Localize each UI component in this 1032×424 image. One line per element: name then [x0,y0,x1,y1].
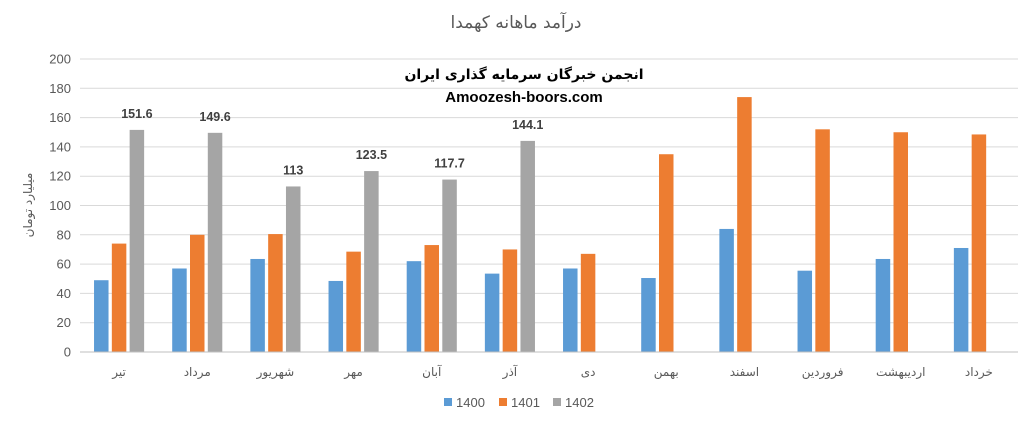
watermark-url: Amoozesh-boors.com [445,89,603,106]
legend-label-1401: 1401 [511,395,540,410]
data-label-1402: 151.6 [121,107,152,121]
x-category-label: خرداد [965,365,993,380]
bar-1400 [484,273,500,352]
y-tick-label: 20 [57,315,71,330]
bar-1400 [172,268,187,352]
data-label-1402: 149.6 [199,110,230,124]
bar-1400 [797,270,813,352]
bar-1400 [406,261,422,352]
y-tick-label: 80 [57,227,71,242]
legend: 1400 1401 1402 [444,395,594,410]
bar-1401 [580,253,596,352]
y-tick-label: 40 [57,286,71,301]
bar-1402 [364,171,379,352]
bar-1400 [94,280,109,352]
data-label-1402: 117.7 [434,157,465,171]
watermark-title: انجمن خبرگان سرمایه گذاری ایران [404,66,643,83]
x-category-label: آبان [422,364,442,379]
bar-1402 [207,132,223,352]
x-category-label: آذر [502,364,518,380]
x-category-label: دی [581,365,596,379]
x-category-label: شهریور [256,365,295,380]
bar-1401 [659,154,674,352]
y-tick-label: 100 [49,198,71,213]
y-tick-label: 180 [49,81,71,96]
bar-1400 [328,280,344,352]
y-tick-label: 0 [64,345,71,360]
bar-1401 [893,132,908,352]
data-label-1402: 123.5 [356,148,387,162]
legend-swatch-1402 [553,398,561,406]
bar-1400 [719,228,734,352]
x-category-label: فروردین [802,365,844,380]
bar-1400 [250,258,265,352]
bar-1400 [563,268,578,352]
bar-1401 [502,249,518,352]
legend-label-1400: 1400 [456,395,485,410]
y-tick-label: 160 [49,110,71,125]
y-axis-ticks: 0 20 40 60 80 100 120 140 160 180 200 [49,52,71,360]
bar-1401 [190,234,205,352]
y-tick-label: 200 [49,52,71,67]
bar-1401 [971,134,987,352]
bar-1401 [815,129,830,352]
data-label-1402: 144.1 [512,118,543,132]
data-labels: 151.6 149.6 113 123.5 117.7 144.1 [121,107,543,178]
bar-1400 [641,278,656,352]
legend-label-1402: 1402 [565,395,594,410]
x-category-label: اردیبهشت [876,365,925,380]
bar-1400 [875,258,891,352]
x-category-label: مهر [343,365,363,380]
bar-1401 [268,234,283,352]
bar-1402 [285,186,301,352]
x-category-label: بهمن [654,365,679,380]
x-category-label: اسفند [730,365,759,379]
bar-1401 [111,243,127,352]
bar-1401 [346,251,361,352]
x-category-label: مرداد [184,365,211,380]
x-category-label: تیر [111,365,126,380]
legend-swatch-1400 [444,398,452,406]
chart-title: درآمد ماهانه کهمدا [450,11,581,33]
y-tick-label: 120 [49,169,71,184]
bars [94,97,987,352]
x-axis-categories: تیر مرداد شهریور مهر آبان آذر دی بهمن اسفند فرورد… [111,364,993,380]
legend-swatch-1401 [499,398,507,406]
gridlines [80,58,1018,324]
bar-1401 [424,245,439,352]
y-tick-label: 60 [57,257,71,272]
bar-1402 [442,179,457,352]
bar-1400 [953,247,969,352]
bar-1402 [520,140,535,352]
bar-1402 [129,129,145,352]
data-label-1402: 113 [283,163,303,177]
bar-1401 [737,97,752,352]
y-tick-label: 140 [49,139,71,154]
y-axis-label: میلیارد تومان [21,173,36,238]
